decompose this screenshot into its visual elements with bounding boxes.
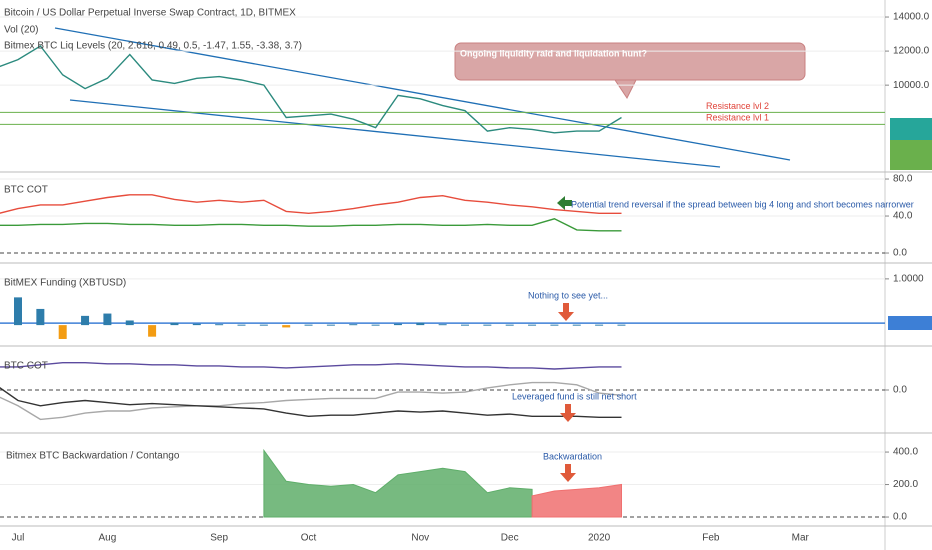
x-tick-label: Jul [12,533,25,544]
callout-pointer [614,79,637,99]
annotation: Leveraged fund is still net short [512,391,637,401]
price-tag [890,118,932,140]
bar [572,324,581,326]
y-tick-label: 1.0000 [893,274,924,285]
series-line [0,362,622,370]
annotation: Nothing to see yet... [528,290,608,300]
callout-text: Ongoing liquidity raid and liquidation h… [460,48,647,58]
x-tick-label: Sep [210,533,228,544]
arrow [557,196,572,210]
x-tick-label: Feb [702,533,720,544]
y-tick-label: 0.0 [893,248,907,259]
bar [304,324,313,326]
trend-line [69,99,721,168]
funding-tag [888,316,932,330]
bar [14,297,22,326]
x-tick-label: Nov [411,533,429,544]
bar [416,322,425,326]
callout [454,42,806,99]
y-tick-label: 40.0 [893,211,913,222]
pane-title: BTC COT [4,361,48,372]
series-line [0,194,622,215]
bar [371,324,380,326]
series-line [0,45,622,134]
trend-line [54,27,791,161]
indicator-label: Bitmex BTC Liq Levels (20, 2.618, 0.49, … [4,41,302,52]
x-tick-label: Mar [792,533,810,544]
bar [148,325,157,337]
pane-title: BTC COT [4,185,48,196]
bar [81,315,90,326]
arrow [560,464,576,482]
bar [349,324,358,326]
bar [461,324,469,326]
x-tick-label: Aug [99,533,117,544]
y-tick-label: 14000.0 [893,12,930,23]
bar [505,324,514,326]
bar [550,324,559,326]
series-area [263,448,533,518]
annotation: Potential trend reversal if the spread b… [571,199,914,209]
y-tick-label: 12000.0 [893,46,930,57]
arrow [558,303,574,321]
series-line [0,218,622,232]
bar [170,322,179,326]
chart-title: Bitcoin / US Dollar Perpetual Inverse Sw… [4,8,296,19]
bar [103,313,112,326]
y-tick-label: 200.0 [893,479,918,490]
bar [617,324,626,326]
bar [36,308,45,326]
bar [528,324,537,326]
bar [237,324,246,326]
pane-title: BitMEX Funding (XBTUSD) [4,278,126,289]
bar [282,325,291,328]
pane-title: Bitmex BTC Backwardation / Contango [6,451,180,462]
x-tick-label: 2020 [588,533,611,544]
y-tick-label: 0.0 [893,385,907,396]
bar [58,325,67,339]
level-label: Resistance lvl 1 [706,113,769,123]
series-line [0,381,622,421]
bar [326,324,335,326]
arrow [560,404,576,422]
bar [192,323,201,326]
x-tick-label: Oct [301,533,317,544]
indicator-label: Vol (20) [4,25,38,36]
bar [393,323,402,326]
series-line [0,387,622,418]
bar [259,324,268,326]
annotation: Backwardation [543,451,602,461]
bar [125,320,134,326]
bar [483,324,492,326]
y-tick-label: 10000.0 [893,80,930,91]
bar [595,324,604,326]
bar [215,324,224,326]
level-label: Resistance lvl 2 [706,101,769,111]
price-tag [890,140,932,170]
y-tick-label: 400.0 [893,447,918,458]
y-tick-label: 80.0 [893,174,913,185]
y-tick-label: 0.0 [893,512,907,523]
bar [438,324,447,326]
x-tick-label: Dec [501,533,519,544]
series-area [531,483,622,518]
